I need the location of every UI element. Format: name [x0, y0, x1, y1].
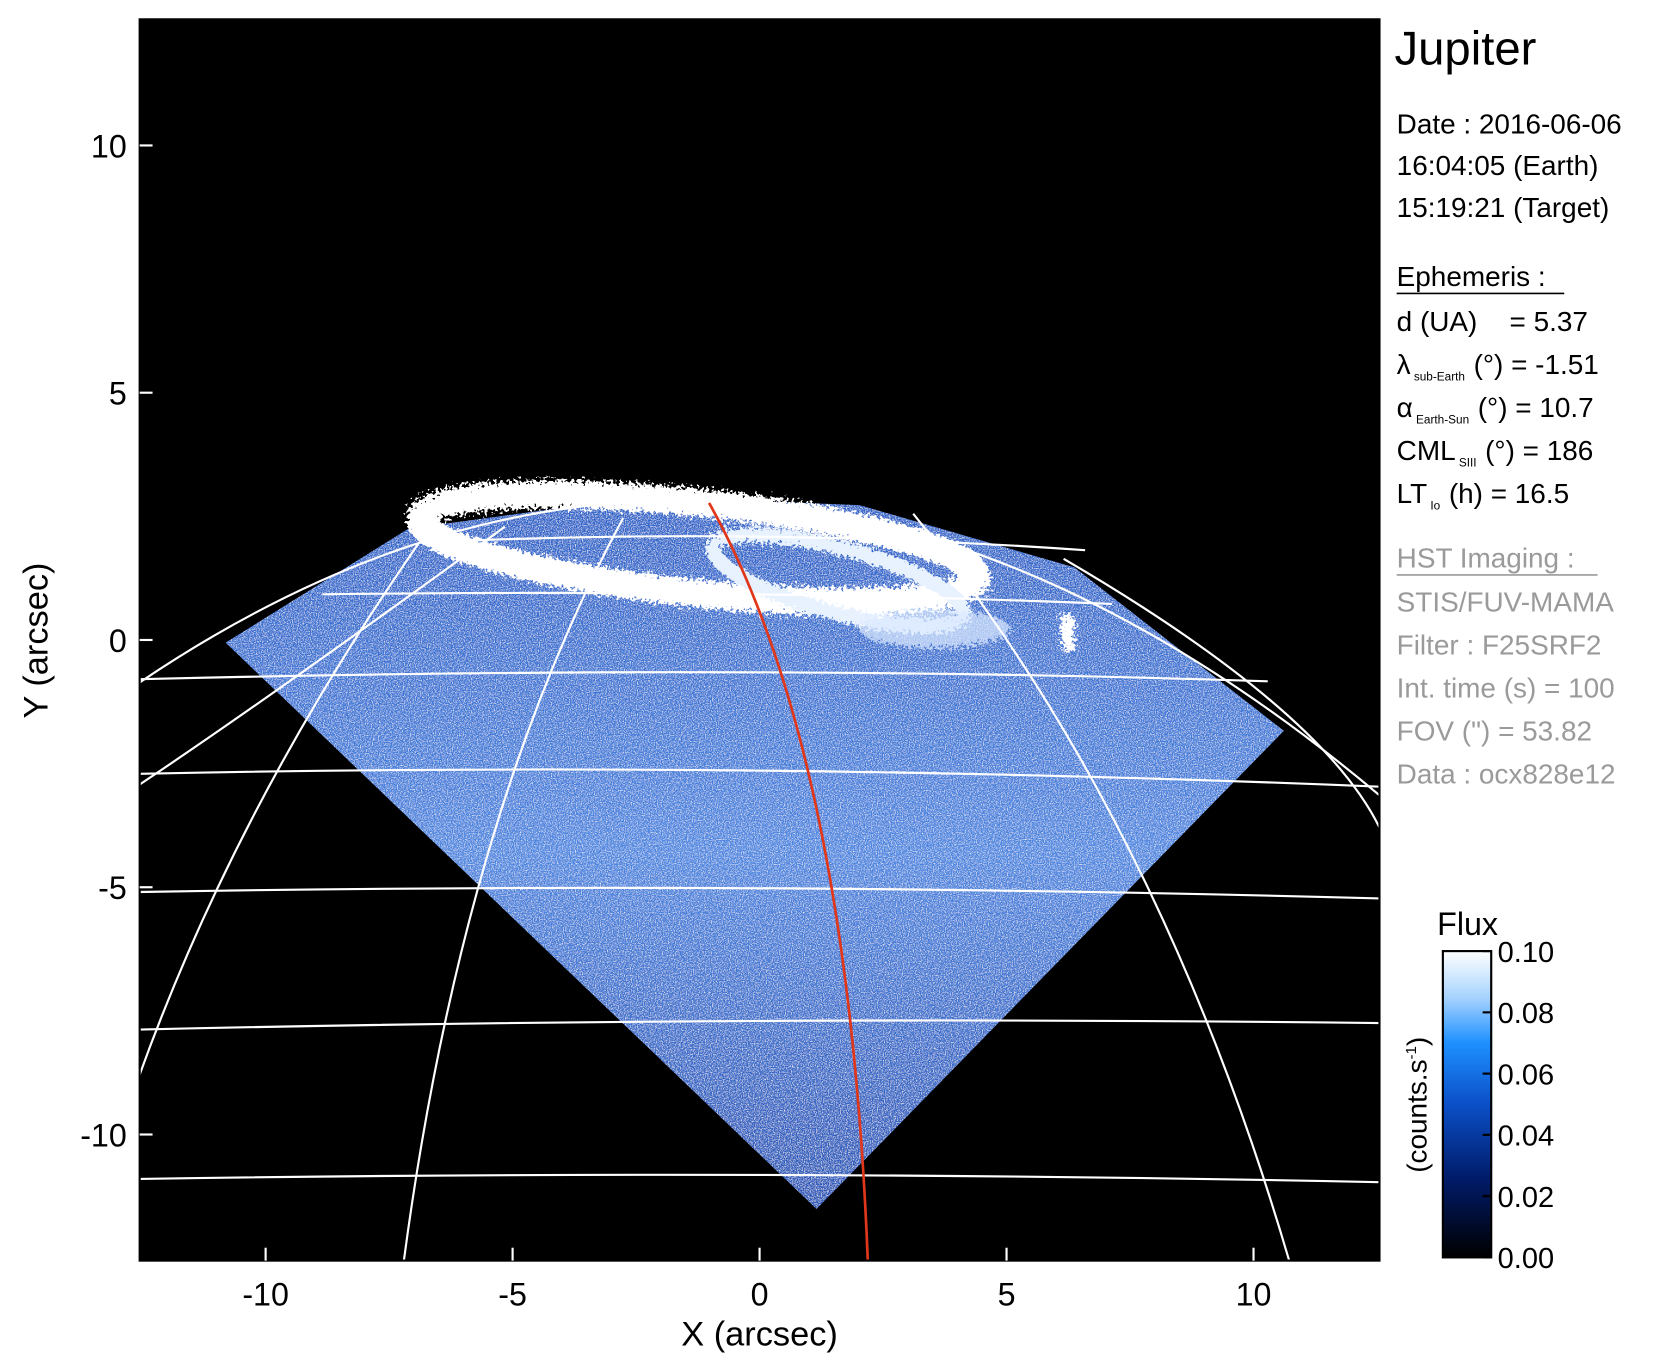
row-value: (°) = 10.7: [1478, 392, 1594, 423]
row-value: (h) = 16.5: [1449, 478, 1569, 509]
colorbar-tick-label: 0.10: [1498, 937, 1554, 969]
imaging-line: Data : ocx828e12: [1397, 758, 1616, 789]
ephemeris-row: CML SIII (°) = 186: [1397, 435, 1594, 469]
colorbar-label-text: (counts.s: [1402, 1059, 1433, 1172]
date-line: 16:04:05 (Earth): [1397, 150, 1599, 181]
colorbar-label: (counts.s-1): [1402, 1037, 1433, 1173]
date-line: Date : 2016-06-06: [1397, 108, 1622, 139]
row-main: α: [1397, 392, 1413, 423]
row-value: (°) = -1.51: [1474, 349, 1599, 380]
y-tick-label: -5: [98, 870, 127, 906]
imaging-line: FOV (") = 53.82: [1397, 715, 1592, 746]
image-layer: [139, 480, 1380, 1261]
colorbar-tick-label: 0.00: [1498, 1243, 1554, 1275]
row-subscript: Earth-Sun: [1416, 412, 1469, 426]
colorbar-title: Flux: [1437, 906, 1498, 942]
colorbar-tick-label: 0.02: [1498, 1182, 1554, 1214]
row-value: (°) = 186: [1485, 435, 1593, 466]
x-tick-label: 0: [751, 1277, 769, 1313]
row-main: CML: [1397, 435, 1456, 466]
ephemeris-heading: Ephemeris :: [1397, 261, 1546, 292]
central-meridian: [707, 502, 870, 1261]
x-tick-label: 5: [998, 1277, 1016, 1313]
imaging-line: Int. time (s) = 100: [1397, 672, 1615, 703]
x-axis-label: X (arcsec): [681, 1316, 838, 1354]
ephemeris-row: λ sub-Earth (°) = -1.51: [1397, 349, 1599, 383]
row-main: LT: [1397, 478, 1428, 509]
y-tick-label: 5: [109, 376, 127, 412]
chart-title: Jupiter: [1395, 22, 1537, 75]
x-tick-label: -5: [498, 1277, 527, 1313]
row-value: = 5.37: [1510, 306, 1588, 337]
row-subscript: SIII: [1459, 455, 1477, 469]
colorbar-tick-label: 0.08: [1498, 998, 1554, 1030]
colorbar-label-end: ): [1402, 1037, 1433, 1046]
ephemeris-row: d (UA) = 5.37: [1397, 306, 1588, 337]
row-subscript: Io: [1430, 498, 1440, 512]
imaging-heading: HST Imaging :: [1397, 542, 1575, 573]
colorbar-tick-label: 0.04: [1498, 1121, 1554, 1153]
imaging-line: Filter : F25SRF2: [1397, 629, 1602, 660]
row-main: d (UA): [1397, 306, 1478, 337]
x-tick-label: -10: [242, 1277, 289, 1313]
colorbar: [1441, 950, 1493, 1259]
y-tick-label: 10: [91, 128, 127, 164]
ephemeris-row: LT Io (h) = 16.5: [1397, 478, 1569, 512]
row-main: λ: [1397, 349, 1411, 380]
x-tick-label: 10: [1236, 1277, 1272, 1313]
ephemeris-row: α Earth-Sun (°) = 10.7: [1397, 392, 1594, 426]
y-axis-label: Y (arcsec): [17, 563, 55, 719]
row-subscript: sub-Earth: [1414, 369, 1465, 383]
colorbar-label-sup: -1: [1403, 1046, 1420, 1059]
y-tick-label: 0: [109, 623, 127, 659]
date-line: 15:19:21 (Target): [1397, 192, 1610, 223]
y-tick-label: -10: [80, 1117, 127, 1153]
colorbar-tick-label: 0.06: [1498, 1059, 1554, 1091]
imaging-line: STIS/FUV-MAMA: [1397, 586, 1615, 617]
